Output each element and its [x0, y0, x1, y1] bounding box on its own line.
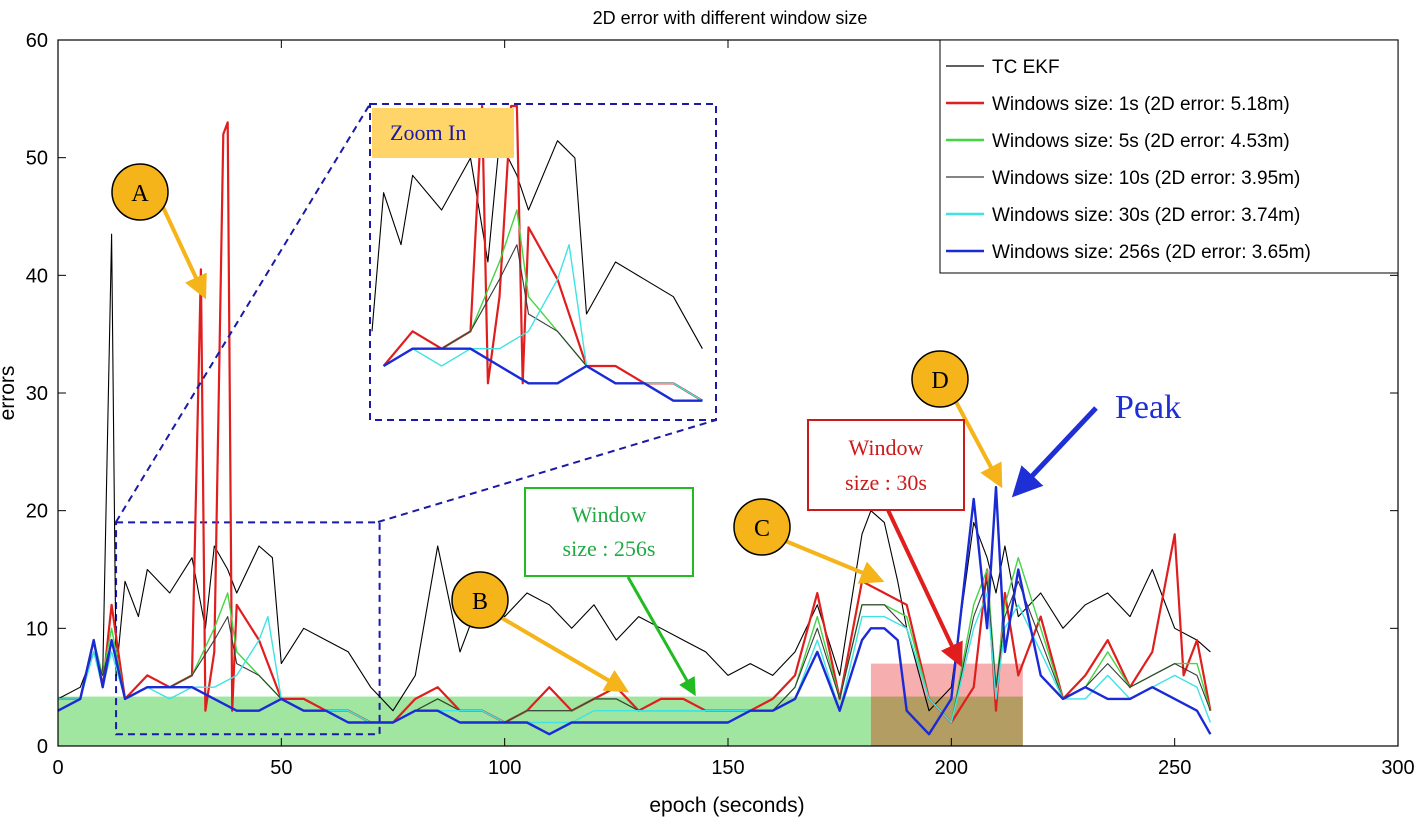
marker-c-circle — [733, 498, 791, 556]
arrow-window-30 — [886, 509, 963, 668]
series-layer — [57, 121, 1212, 736]
x-tick-label-1: 50 — [270, 757, 292, 779]
arrow-a — [160, 204, 207, 300]
arrow-c — [782, 538, 885, 584]
marker-a: A — [111, 163, 169, 221]
marker-b-circle — [451, 571, 509, 629]
x-tick-label-3: 150 — [711, 757, 744, 779]
legend-label-1: Windows size: 1s (2D error: 5.18m) — [992, 94, 1290, 115]
y-tick-label-0: 0 — [37, 736, 48, 758]
zoom-label-bg — [372, 108, 514, 158]
y-tick-label-3: 30 — [26, 383, 48, 405]
arrow-peak — [1011, 406, 1098, 498]
window-30-box — [807, 419, 965, 511]
window-256-line1: Window — [572, 502, 647, 527]
peak-label: Peak — [1115, 389, 1181, 426]
zoom-connector-bottom — [377, 419, 717, 523]
arrow-d — [953, 399, 1003, 489]
inset-series-line-5 — [382, 347, 703, 402]
series-line-3 — [58, 580, 1211, 724]
window-30-line2: size : 30s — [845, 470, 927, 495]
legend-label-5: Windows size: 256s (2D error: 3.65m) — [992, 242, 1311, 263]
marker-c: C — [733, 498, 791, 556]
arrow-window-256 — [626, 576, 696, 697]
window-30-callout: Window size : 30s — [807, 419, 965, 511]
marker-d-label: D — [931, 368, 948, 394]
window-256-line2: size : 256s — [563, 536, 656, 561]
zoom-inset-series — [371, 104, 703, 402]
legend-label-4: Windows size: 30s (2D error: 3.74m) — [992, 205, 1300, 226]
shaded-region-0 — [58, 696, 871, 746]
window-256-box — [524, 487, 694, 577]
x-tick-label-6: 300 — [1381, 757, 1414, 779]
legend-label-2: Windows size: 5s (2D error: 4.53m) — [992, 131, 1290, 152]
legend-label-3: Windows size: 10s (2D error: 3.95m) — [992, 168, 1300, 189]
marker-b-label: B — [472, 589, 488, 615]
y-tick-label-1: 10 — [26, 618, 48, 640]
legend-label-0: TC EKF — [992, 57, 1060, 78]
marker-c-label: C — [754, 516, 770, 542]
y-axis-label: errors — [0, 366, 19, 421]
zoom-label: Zoom In — [390, 120, 466, 145]
x-tick-label-2: 100 — [488, 757, 521, 779]
marker-b: B — [451, 571, 509, 629]
series-line-5 — [57, 485, 1212, 736]
marker-a-label: A — [131, 181, 149, 207]
axis-ticks: 0 50 100 150 200 250 300 0 10 20 30 40 50 60 — [26, 30, 1415, 779]
legend: TC EKF Windows size: 1s (2D error: 5.18m)… — [939, 39, 1399, 274]
legend-box — [939, 39, 1399, 274]
y-tick-label-2: 20 — [26, 501, 48, 523]
marker-d-circle — [911, 350, 969, 408]
chart-title: 2D error with different window size — [593, 8, 868, 28]
window-30-line1: Window — [849, 435, 924, 460]
zoom-connector-top — [115, 103, 371, 523]
marker-d: D — [911, 350, 969, 408]
window-256-callout: Window size : 256s — [524, 487, 694, 577]
arrow-b — [493, 612, 630, 693]
y-tick-label-4: 40 — [26, 265, 48, 287]
marker-a-circle — [111, 163, 169, 221]
zoom-inset: Zoom In — [115, 103, 717, 523]
inset-series-line-0 — [371, 140, 703, 349]
x-tick-label-4: 200 — [935, 757, 968, 779]
y-tick-label-5: 50 — [26, 148, 48, 170]
x-tick-label-5: 250 — [1158, 757, 1191, 779]
y-tick-label-6: 60 — [26, 30, 48, 52]
x-tick-label-0: 0 — [52, 757, 63, 779]
x-axis-label: epoch (seconds) — [649, 794, 804, 817]
